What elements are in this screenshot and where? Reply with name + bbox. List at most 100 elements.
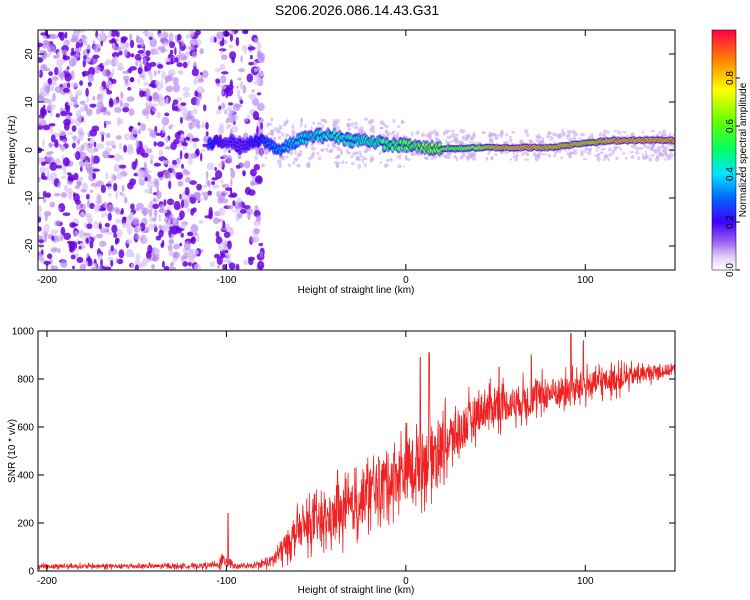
halo-blob (402, 165, 405, 168)
noise-blob (162, 30, 166, 34)
noise-blob (114, 219, 122, 224)
halo-blob (397, 164, 402, 169)
halo-blob (643, 145, 647, 148)
noise-blob (176, 97, 183, 102)
ridge-core (391, 147, 394, 150)
noise-blob (83, 232, 92, 237)
noise-blob (180, 102, 187, 106)
noise-blob (179, 242, 183, 247)
noise-blob (153, 197, 157, 203)
noise-blob (96, 143, 104, 150)
noise-blob (247, 46, 256, 51)
halo-blob (455, 156, 459, 162)
snr-y-tick-label: 400 (17, 471, 34, 482)
noise-blob (116, 228, 124, 238)
halo-blob (347, 118, 351, 121)
noise-blob (49, 126, 54, 134)
noise-blob (198, 77, 205, 83)
halo-blob (650, 129, 656, 133)
snr-x-tick-label: -100 (216, 576, 236, 587)
noise-blob (58, 207, 61, 212)
noise-blob (87, 199, 91, 208)
noise-blob (256, 92, 262, 96)
noise-blob (107, 212, 112, 221)
noise-blob (106, 231, 113, 235)
noise-blob (120, 91, 124, 100)
halo-blob (278, 163, 283, 168)
halo-blob (495, 134, 500, 137)
halo-blob (488, 139, 494, 144)
noise-blob (137, 78, 140, 85)
halo-blob (603, 154, 609, 159)
noise-blob (63, 166, 67, 176)
noise-blob (47, 44, 55, 53)
halo-blob (668, 132, 672, 137)
noise-blob (221, 71, 229, 75)
noise-blob (194, 232, 198, 236)
halo-blob (578, 137, 582, 140)
halo-blob (385, 158, 390, 162)
halo-blob (355, 151, 359, 155)
noise-blob (184, 267, 190, 270)
noise-blob (67, 131, 74, 136)
halo-blob (547, 135, 551, 138)
spectrogram-y-tick-label: 20 (24, 48, 35, 60)
noise-blob (129, 39, 135, 49)
noise-blob (226, 155, 233, 164)
halo-blob (487, 151, 490, 156)
halo-blob (471, 133, 477, 139)
noise-blob (74, 117, 82, 127)
halo-blob (630, 145, 634, 148)
halo-blob (540, 140, 544, 145)
halo-blob (264, 156, 268, 160)
noise-blob (253, 235, 260, 243)
snr-y-tick-label: 800 (17, 375, 34, 386)
noise-blob (177, 180, 184, 187)
noise-blob (176, 157, 181, 164)
halo-blob (581, 132, 585, 137)
halo-blob (650, 144, 656, 149)
noise-blob (242, 259, 249, 266)
noise-blob (102, 106, 108, 116)
noise-blob (227, 205, 234, 210)
halo-blob (410, 131, 414, 136)
noise-blob (242, 30, 249, 35)
noise-blob (243, 118, 249, 122)
noise-blob (148, 223, 154, 230)
noise-blob (235, 263, 240, 270)
noise-blob (122, 70, 129, 75)
noise-blob (126, 96, 135, 102)
halo-blob (300, 118, 303, 123)
halo-blob (637, 156, 641, 161)
halo-blob (634, 151, 640, 155)
noise-blob (169, 264, 174, 270)
noise-blob (149, 129, 157, 138)
noise-blob (213, 36, 217, 43)
noise-blob (47, 103, 54, 112)
noise-blob (221, 183, 230, 189)
noise-blob (235, 36, 240, 47)
noise-blob (259, 52, 265, 61)
noise-blob (220, 75, 227, 84)
noise-blob (184, 152, 189, 159)
noise-blob (253, 37, 259, 44)
noise-blob (153, 179, 160, 188)
noise-blob (165, 85, 174, 93)
noise-blob (228, 149, 231, 154)
halo-blob (455, 139, 460, 142)
halo-blob (292, 131, 296, 136)
noise-blob (228, 44, 234, 49)
halo-blob (336, 161, 341, 165)
noise-blob (114, 153, 122, 162)
noise-blob (161, 210, 168, 214)
halo-blob (601, 147, 606, 151)
halo-blob (608, 153, 613, 157)
noise-blob (55, 165, 62, 169)
noise-blob (90, 266, 99, 270)
noise-blob (113, 182, 118, 192)
halo-blob (350, 162, 355, 166)
halo-blob (299, 149, 303, 154)
noise-blob (240, 99, 244, 105)
noise-blob (258, 242, 264, 247)
